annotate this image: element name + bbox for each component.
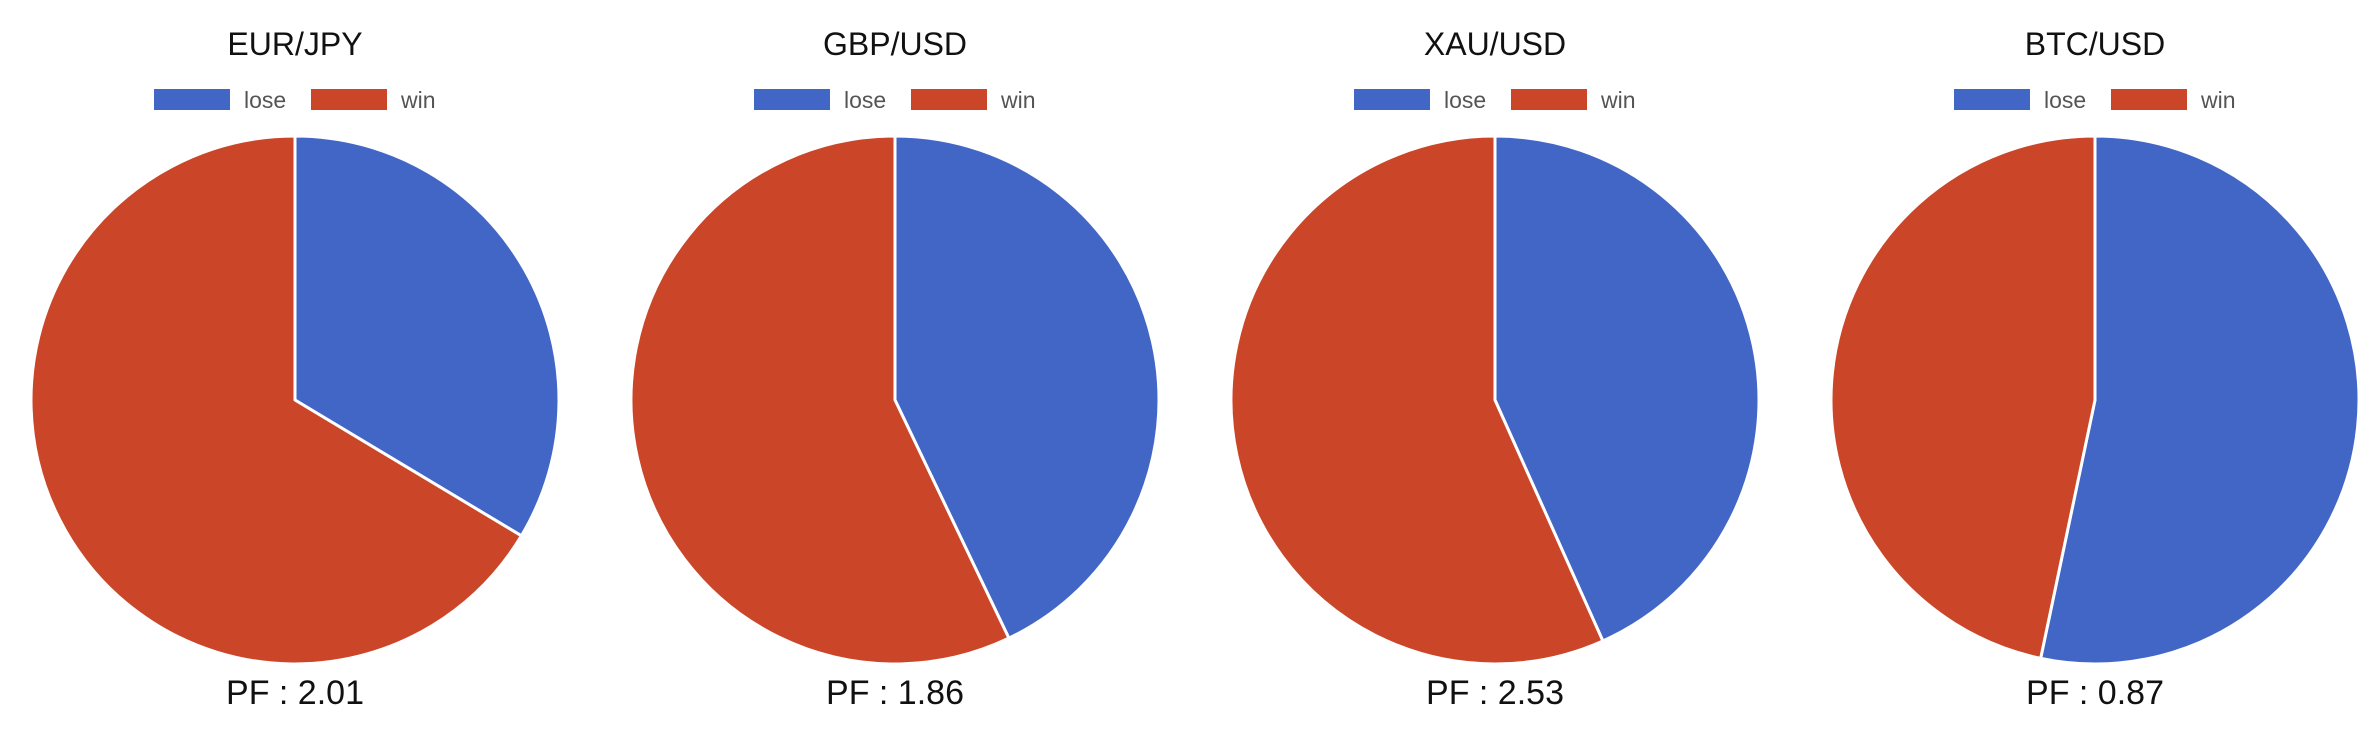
- legend-label-win: win: [1600, 87, 1636, 113]
- pie-slice-win: [1229, 134, 1605, 666]
- profit-factor-label: PF : 0.87: [2026, 674, 2164, 712]
- pie-chart-2: GBP/USD lose win PF : 1.86: [629, 26, 1161, 712]
- pie-chart-1: EUR/JPY lose win PF : 2.01: [29, 26, 561, 712]
- pie-slice-win: [1829, 134, 2097, 660]
- legend-swatch-lose: [754, 89, 830, 110]
- legend-swatch-win: [311, 89, 387, 110]
- pie-slice-lose: [293, 134, 561, 538]
- chart-title: BTC/USD: [2025, 26, 2165, 62]
- pie-slice-lose: [1493, 134, 1761, 643]
- legend-swatch-win: [2111, 89, 2187, 110]
- legend-swatch-lose: [154, 89, 230, 110]
- pie-chart-4: BTC/USD lose win PF : 0.87: [1829, 26, 2361, 712]
- profit-factor-label: PF : 2.53: [1426, 674, 1564, 712]
- legend-label-win: win: [400, 87, 436, 113]
- legend-swatch-lose: [1954, 89, 2030, 110]
- pie-chart-3: XAU/USD lose win PF : 2.53: [1229, 26, 1761, 712]
- pie-slice-win: [29, 134, 523, 666]
- pie-slice-lose: [2039, 134, 2361, 666]
- legend-label-win: win: [2200, 87, 2236, 113]
- pie-slice-win: [629, 134, 1011, 666]
- legend-label-lose: lose: [1444, 87, 1486, 113]
- legend-label-lose: lose: [2044, 87, 2086, 113]
- profit-factor-label: PF : 2.01: [226, 674, 364, 712]
- legend-label-win: win: [1000, 87, 1036, 113]
- legend-swatch-win: [1511, 89, 1587, 110]
- profit-factor-label: PF : 1.86: [826, 674, 964, 712]
- chart-title: XAU/USD: [1424, 26, 1566, 62]
- pie-slice-lose: [893, 134, 1161, 640]
- chart-title: GBP/USD: [823, 26, 967, 62]
- legend-swatch-win: [911, 89, 987, 110]
- legend-swatch-lose: [1354, 89, 1430, 110]
- chart-title: EUR/JPY: [227, 26, 362, 62]
- legend-label-lose: lose: [244, 87, 286, 113]
- legend-label-lose: lose: [844, 87, 886, 113]
